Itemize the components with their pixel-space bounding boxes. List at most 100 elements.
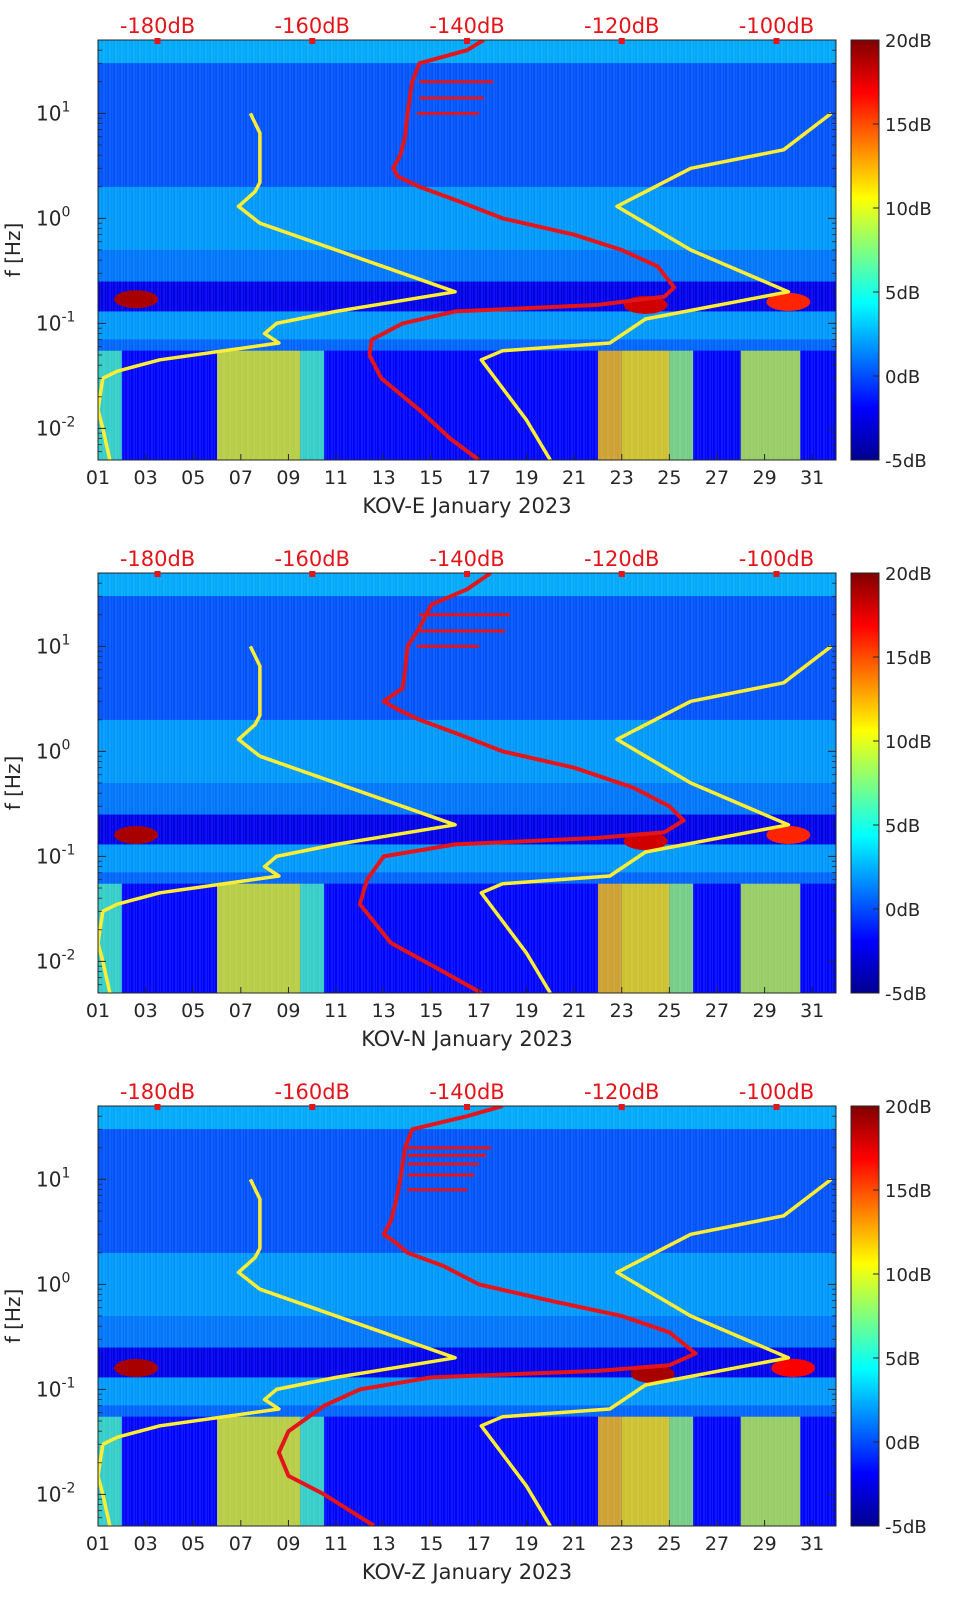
y-tick-label: 101 [36, 1165, 70, 1191]
y-axis-label: f [Hz] [1, 1289, 25, 1344]
y-axis-label: f [Hz] [1, 223, 25, 278]
x-tick-label: 25 [657, 467, 681, 489]
x-tick-label: 25 [657, 1533, 681, 1555]
colorbar-tick-label: 20dB [885, 1097, 932, 1118]
y-tick-exponent: -2 [61, 414, 75, 430]
y-tick-base: 10 [36, 739, 61, 763]
x-tick-label: 09 [276, 1533, 300, 1555]
x-tick-label: 31 [800, 1533, 824, 1555]
y-tick-label: 100 [36, 204, 70, 230]
x-tick-label: 15 [419, 467, 443, 489]
colorbar-tick-label: 5dB [885, 283, 920, 304]
top-db-marker [464, 38, 470, 44]
top-db-label: -160dB [275, 14, 350, 38]
y-tick-label: 10-2 [36, 1480, 75, 1506]
top-db-marker [154, 571, 161, 577]
x-tick-label: 01 [86, 1000, 110, 1022]
y-tick-label: 10-2 [36, 947, 75, 973]
y-tick-label: 10-1 [36, 309, 75, 335]
top-db-marker [773, 1104, 780, 1110]
x-tick-label: 29 [752, 1533, 776, 1555]
station-psd-curve [367, 40, 677, 460]
x-tick-label: 07 [229, 1000, 253, 1022]
y-tick-base: 10 [36, 206, 61, 230]
y-tick-exponent: 1 [61, 1165, 70, 1181]
transient-streaks [98, 573, 836, 993]
noise-model-curve-0 [98, 112, 457, 460]
top-db-marker [618, 38, 625, 44]
top-db-marker [309, 38, 316, 44]
y-tick-exponent: 1 [61, 632, 70, 648]
x-tick-label: 23 [610, 1533, 634, 1555]
x-tick-label: 23 [610, 467, 634, 489]
colorbar-tick-label: 5dB [885, 816, 920, 837]
top-db-label: -120dB [584, 547, 659, 571]
colorbar-tick-label: 0dB [885, 1433, 920, 1454]
microseism-peak-2 [771, 1358, 816, 1377]
y-tick-base: 10 [36, 949, 61, 973]
x-tick-label: 21 [562, 1000, 586, 1022]
x-axis-label: KOV-E January 2023 [362, 494, 571, 518]
x-tick-label: 01 [86, 1533, 110, 1555]
x-tick-label: 05 [181, 467, 205, 489]
top-db-label: -160dB [275, 1080, 350, 1104]
heatmap-area [98, 573, 836, 993]
x-tick-label: 21 [562, 467, 586, 489]
station-psd-curve [357, 573, 686, 993]
noise-model-curve-1 [479, 112, 833, 460]
colorbar-tick-label: 15dB [885, 1181, 932, 1202]
noise-model-curve-1 [479, 645, 833, 993]
top-db-label: -100dB [739, 14, 814, 38]
y-tick-label: 10-2 [36, 414, 75, 440]
top-db-marker [309, 1104, 316, 1110]
colorbar-tick-label: 15dB [885, 648, 932, 669]
top-db-marker [464, 571, 470, 577]
x-tick-label: 19 [514, 1000, 538, 1022]
microseism-peak-1 [630, 1365, 675, 1384]
colorbar-tick-label: 15dB [885, 115, 932, 136]
x-tick-label: 27 [705, 1000, 729, 1022]
top-db-marker [773, 571, 780, 577]
top-db-label: -180dB [120, 14, 195, 38]
top-db-label: -160dB [275, 547, 350, 571]
x-tick-label: 07 [229, 467, 253, 489]
top-db-label: -120dB [584, 14, 659, 38]
colorbar-tick-label: 0dB [885, 900, 920, 921]
x-tick-label: 17 [467, 1000, 491, 1022]
x-tick-label: 29 [752, 1000, 776, 1022]
x-axis-label: KOV-N January 2023 [361, 1027, 573, 1051]
top-db-marker [618, 1104, 625, 1110]
top-db-marker [773, 38, 780, 44]
top-db-marker [464, 1104, 470, 1110]
x-tick-label: 15 [419, 1533, 443, 1555]
y-tick-exponent: -1 [61, 842, 75, 858]
y-tick-label: 100 [36, 1270, 70, 1296]
x-tick-label: 31 [800, 1000, 824, 1022]
y-tick-base: 10 [36, 844, 61, 868]
top-db-label: -140dB [429, 14, 504, 38]
top-db-marker [618, 571, 625, 577]
x-tick-label: 29 [752, 467, 776, 489]
transient-streaks [98, 1106, 836, 1526]
colorbar-tick-label: 10dB [885, 1265, 932, 1286]
x-tick-label: 09 [276, 1000, 300, 1022]
station-psd-curve [276, 1106, 698, 1526]
x-tick-label: 31 [800, 467, 824, 489]
colorbar [850, 1105, 880, 1527]
x-tick-label: 13 [372, 467, 396, 489]
x-tick-label: 17 [467, 467, 491, 489]
top-db-label: -100dB [739, 1080, 814, 1104]
colorbar [850, 39, 880, 461]
noise-model-curve-0 [98, 1178, 457, 1526]
y-tick-base: 10 [36, 416, 61, 440]
x-tick-label: 25 [657, 1000, 681, 1022]
top-db-label: -140dB [429, 1080, 504, 1104]
colorbar-tick-label: 10dB [885, 732, 932, 753]
x-tick-label: 13 [372, 1533, 396, 1555]
y-tick-label: 10-1 [36, 1375, 75, 1401]
colorbar-tick-label: 0dB [885, 367, 920, 388]
x-tick-label: 11 [324, 467, 348, 489]
y-tick-label: 101 [36, 99, 70, 125]
top-db-label: -180dB [120, 1080, 195, 1104]
noise-model-curve-1 [479, 1178, 833, 1526]
